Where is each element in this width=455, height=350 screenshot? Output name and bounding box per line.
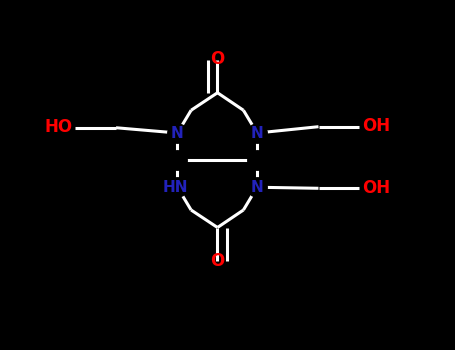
Text: O: O [210,252,225,270]
Text: N: N [251,180,263,195]
Text: N: N [171,126,184,140]
Text: HO: HO [45,118,73,136]
Text: O: O [210,50,225,69]
Text: OH: OH [362,178,390,197]
Text: N: N [251,126,263,140]
Text: HN: HN [162,180,188,195]
Text: OH: OH [362,117,390,135]
